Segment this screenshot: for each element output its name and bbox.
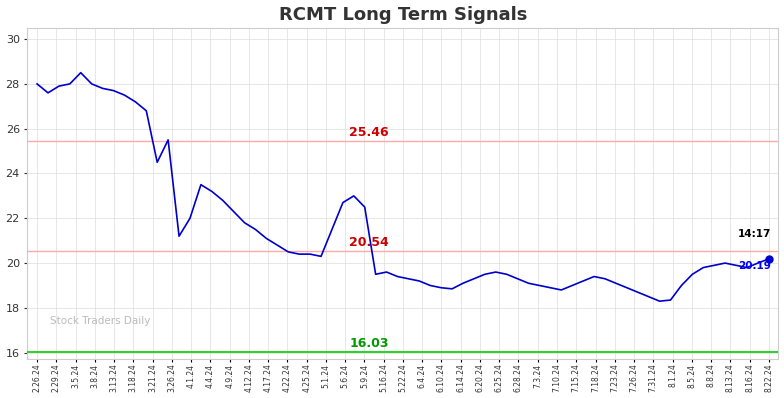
- Text: Stock Traders Daily: Stock Traders Daily: [50, 316, 151, 326]
- Text: 20.54: 20.54: [350, 236, 389, 249]
- Text: 14:17: 14:17: [738, 229, 771, 239]
- Title: RCMT Long Term Signals: RCMT Long Term Signals: [279, 6, 527, 23]
- Text: 20.19: 20.19: [738, 261, 771, 271]
- Text: 25.46: 25.46: [350, 126, 389, 139]
- Text: 16.03: 16.03: [350, 337, 389, 350]
